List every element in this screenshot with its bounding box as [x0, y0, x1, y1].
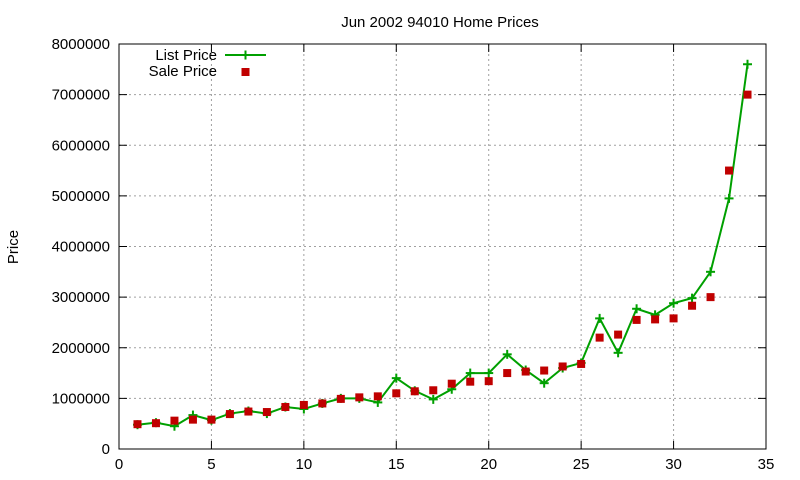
sale-price-point [170, 416, 179, 425]
sale-price-point [355, 393, 364, 402]
sale-price-point [669, 314, 678, 323]
chart-title: Jun 2002 94010 Home Prices [341, 14, 539, 31]
x-tick-label: 15 [388, 456, 405, 473]
x-tick-label: 0 [115, 456, 123, 473]
list-price-point [743, 59, 753, 69]
list-price-point [391, 373, 401, 383]
sale-price-point [410, 387, 419, 396]
list-price-point [724, 193, 734, 203]
sale-price-point [466, 377, 475, 386]
sale-price-point [614, 330, 623, 339]
sale-price-point [262, 408, 271, 417]
sale-price-point [725, 166, 734, 175]
sale-price-point [207, 415, 216, 424]
data-series [132, 59, 753, 431]
sale-price-point [521, 367, 530, 376]
grid-lines [119, 44, 766, 449]
legend-marker [241, 50, 250, 60]
sale-price-point [595, 333, 604, 342]
y-tick-label: 6000000 [52, 137, 110, 154]
list-price-point [502, 349, 512, 359]
sale-price-point [151, 419, 160, 428]
sale-price-point [133, 420, 142, 429]
sale-price-series [133, 90, 752, 429]
list-price-point [539, 378, 549, 388]
sale-price-point [447, 379, 456, 388]
sale-price-point [577, 359, 586, 368]
sale-price-point [688, 301, 697, 310]
sale-price-point [651, 315, 660, 324]
list-price-point [428, 394, 438, 404]
sale-price-point [336, 394, 345, 403]
y-tick-label: 4000000 [52, 239, 110, 256]
y-tick-label: 0 [102, 441, 110, 458]
list-price-point [669, 298, 679, 308]
x-tick-label: 10 [296, 456, 313, 473]
sale-price-point [484, 377, 493, 386]
y-tick-label: 2000000 [52, 340, 110, 357]
list-price-series [132, 59, 753, 431]
x-tick-label: 25 [573, 456, 590, 473]
plot-area-frame [118, 43, 767, 450]
sale-price-point [244, 407, 253, 416]
sale-price-point [225, 410, 234, 419]
sale-price-point [318, 399, 327, 408]
sale-price-point [373, 392, 382, 401]
sale-price-point [503, 369, 512, 378]
sale-price-point [558, 362, 567, 371]
y-tick-label: 5000000 [52, 188, 110, 205]
list-price-point [632, 304, 642, 314]
y-tick-label: 7000000 [52, 87, 110, 104]
sale-price-point [632, 315, 641, 324]
list-price-point [706, 267, 716, 277]
sale-price-point [188, 415, 197, 424]
sale-price-point [743, 90, 752, 99]
legend-marker [241, 68, 250, 76]
x-tick-label: 5 [207, 456, 215, 473]
list-price-point [613, 348, 623, 358]
sale-price-point [706, 293, 715, 302]
x-tick-label: 20 [480, 456, 497, 473]
list-price-point [484, 368, 494, 378]
y-axis-label: Price [5, 230, 22, 264]
x-tick-label: 30 [665, 456, 682, 473]
list-price-point [595, 313, 605, 323]
legend-label: List Price [155, 47, 217, 64]
x-tick-label: 35 [758, 456, 775, 473]
y-tick-label: 3000000 [52, 289, 110, 306]
sale-price-point [299, 400, 308, 409]
sale-price-point [540, 366, 549, 375]
axis-ticks: 0 5 10 15 20 25 30 35 0 1000000 2000000 3000000 4000… [52, 36, 775, 473]
list-price-point [687, 293, 697, 303]
list-price-point [465, 368, 475, 378]
sale-price-point [281, 402, 290, 411]
sale-price-point [429, 386, 438, 395]
y-tick-label: 8000000 [52, 36, 110, 53]
sale-price-point [392, 389, 401, 398]
legend-label: Sale Price [149, 63, 217, 80]
list-price-line [137, 64, 749, 428]
y-tick-label: 1000000 [52, 390, 110, 407]
